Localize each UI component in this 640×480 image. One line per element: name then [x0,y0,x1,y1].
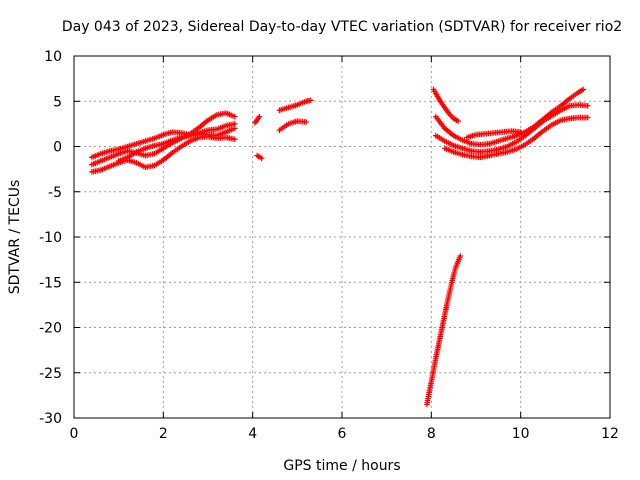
data-point [517,129,524,135]
data-point [457,253,464,259]
data-points [89,86,591,408]
series-arc-3 [89,133,238,175]
x-tick-label: 4 [248,426,257,442]
data-point [256,113,263,120]
y-tick-label: 5 [53,94,62,110]
series-arc-13 [441,114,591,161]
data-point [584,102,591,109]
y-tick-label: -30 [39,411,62,427]
x-axis-label: GPS time / hours [283,458,400,474]
data-point [232,125,238,132]
data-point [455,118,461,124]
series-arc-6 [254,152,265,162]
x-tick-label: 10 [512,426,530,442]
series-arc-11 [433,86,586,148]
x-tick-label: 12 [601,426,619,442]
y-axis-label: SDTVAR / TECUs [7,180,23,295]
x-tick-label: 0 [70,426,79,442]
x-tick-label: 6 [338,426,347,442]
data-point [580,86,586,93]
grid-lines [74,56,610,418]
x-tick-label: 8 [427,426,436,442]
data-point [258,155,265,162]
chart-title: Day 043 of 2023, Sidereal Day-to-day VTE… [62,19,622,35]
series-arc-4 [115,125,238,164]
y-tick-label: -5 [48,185,62,201]
y-tick-label: -10 [39,230,62,246]
y-tick-label: -20 [39,321,62,337]
y-tick-label: -15 [39,275,62,291]
series-arc-14 [464,128,524,141]
series-arc-7 [276,97,314,114]
series-arc-8 [276,118,310,134]
axis-ticks: 0 2 4 6 8 10 12 -30 -25 -20 -15 -10 -5 0 5 10 [39,49,619,442]
series-arc-5 [252,113,263,126]
data-point [232,136,238,143]
x-tick-label: 2 [159,426,168,442]
series-arc-10 [430,86,461,124]
data-point [307,97,314,104]
y-tick-label: 0 [53,140,62,156]
series-arc-12 [433,102,591,155]
data-point [303,119,310,125]
data-point [584,114,591,121]
data-point [232,113,238,120]
y-tick-label: -25 [39,366,62,382]
y-tick-label: 10 [44,49,62,65]
series-arc-9 [424,253,464,408]
